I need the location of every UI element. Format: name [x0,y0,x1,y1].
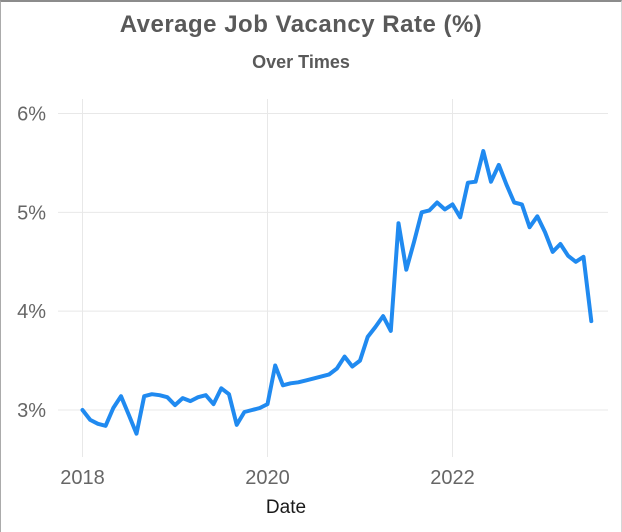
chart-subtitle: Over Times [252,52,350,72]
chart-title: Average Job Vacancy Rate (%) [119,11,483,38]
x-tick-label-2022: 2022 [430,467,475,489]
y-tick-label-3%: 3% [17,400,46,422]
y-tick-label-4%: 4% [17,301,46,323]
y-tick-label-6%: 6% [17,104,46,126]
vacancy-rate-line [80,149,594,436]
x-tick-label-2020: 2020 [245,467,290,489]
x-axis-title: Date [265,497,307,518]
x-tick-label-2018: 2018 [60,467,105,489]
y-tick-label-5%: 5% [17,202,46,224]
chart-header: Average Job Vacancy Rate (%) Over Times [1,2,601,73]
